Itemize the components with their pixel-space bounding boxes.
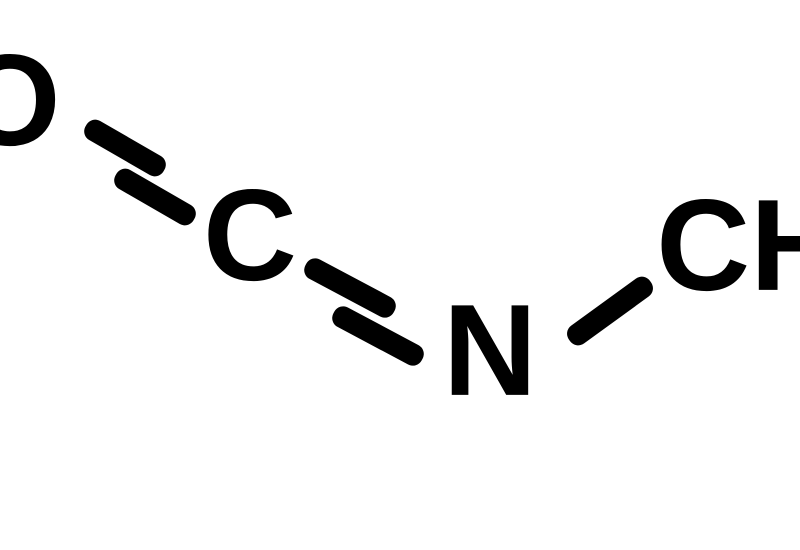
bond-single-n-ch3 bbox=[563, 273, 657, 350]
atom-carbon: C bbox=[203, 170, 297, 310]
atom-oxygen: O bbox=[0, 35, 61, 175]
atom-methyl: CH3 bbox=[656, 180, 800, 320]
atom-label: C bbox=[203, 162, 297, 308]
atom-label: N bbox=[443, 277, 537, 423]
atom-label: O bbox=[0, 27, 61, 173]
atom-label: CH bbox=[656, 172, 800, 318]
atom-nitrogen: N bbox=[443, 285, 537, 425]
chemical-structure-diagram: O C N CH3 bbox=[0, 0, 800, 550]
